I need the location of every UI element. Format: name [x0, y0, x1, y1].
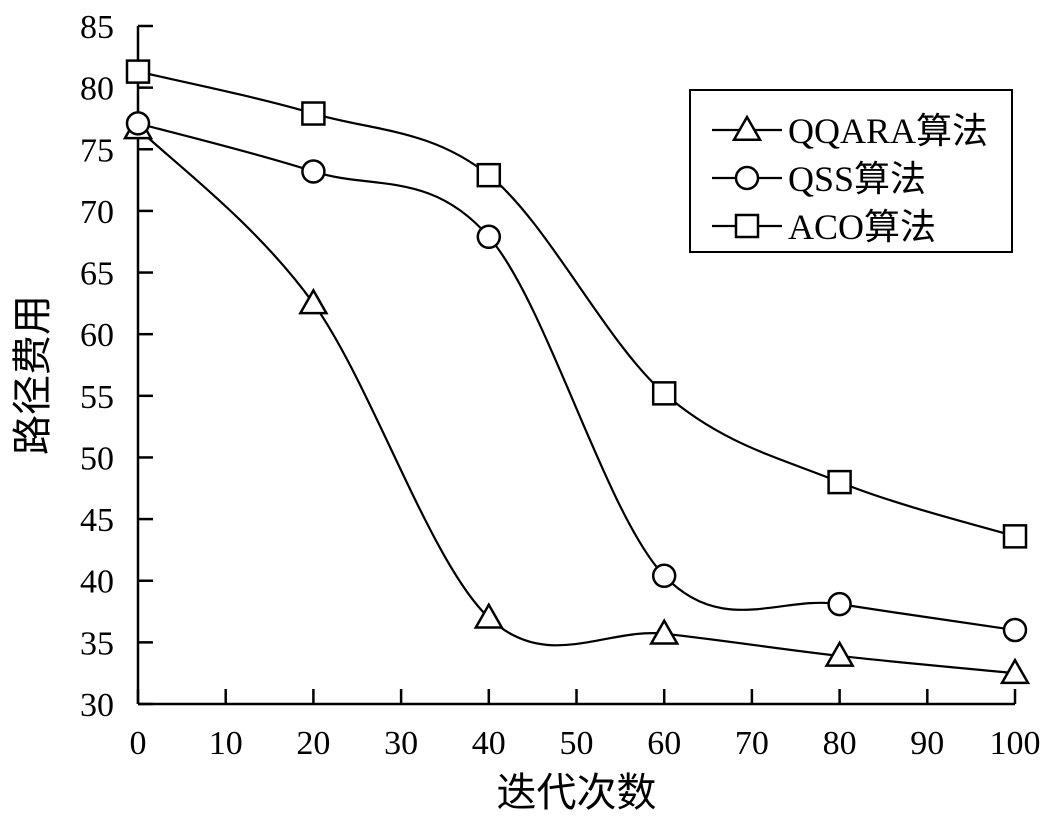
data-point-square	[476, 162, 502, 188]
y-axis-title: 路径费用	[10, 295, 55, 455]
legend-label: QQARA算法	[788, 111, 988, 151]
series-circle	[125, 111, 1028, 643]
x-tick-label: 50	[560, 725, 594, 762]
y-tick-label: 75	[80, 132, 114, 169]
data-point-triangle	[649, 618, 680, 645]
data-point-square	[301, 101, 326, 126]
legend-items: QQARA算法 QSS算法 ACO算法	[712, 111, 988, 247]
x-tick-label: 70	[735, 725, 769, 762]
data-point-triangle	[473, 602, 504, 629]
y-tick-label: 55	[80, 379, 114, 416]
data-point-circle	[827, 591, 852, 617]
data-point-circle	[301, 159, 326, 184]
legend-item: QQARA算法	[712, 111, 988, 151]
data-point-square	[827, 469, 852, 495]
legend-item: QSS算法	[712, 159, 926, 199]
legend-marker-square	[734, 213, 760, 239]
legend-marker-triangle	[731, 114, 763, 141]
x-tick-label: 0	[130, 725, 147, 762]
x-tick-label: 90	[910, 725, 944, 762]
x-tick-label: 60	[647, 725, 681, 762]
y-tick-label: 65	[80, 256, 114, 293]
legend-label: QSS算法	[788, 159, 926, 199]
x-axis-title: 迭代次数	[497, 770, 657, 815]
plot-area: 0 10 20 30 40 50 60 70 80 90 100 30 35 40 45 50 55 60 65 7…	[80, 9, 1041, 762]
data-point-triangle	[298, 287, 329, 315]
series-line	[137, 70, 1016, 538]
y-tick-label: 50	[80, 440, 114, 477]
legend-item: ACO算法	[712, 207, 936, 247]
y-tick-label: 85	[80, 9, 114, 46]
data-point-triangle	[999, 657, 1031, 685]
series-layer	[122, 59, 1031, 685]
x-tick-label: 30	[384, 725, 418, 762]
x-tick-label: 20	[296, 725, 330, 762]
data-point-square	[1002, 524, 1028, 549]
data-point-triangle	[824, 640, 855, 667]
x-tick-label: 10	[209, 725, 243, 762]
x-tick-label: 80	[823, 725, 857, 762]
series-square	[125, 59, 1028, 549]
legend-marker-circle	[734, 165, 760, 191]
data-point-circle	[125, 111, 151, 136]
data-point-circle	[651, 563, 677, 589]
y-tick-label: 60	[80, 317, 114, 354]
legend-label: ACO算法	[788, 207, 936, 247]
y-tick-label: 70	[80, 194, 114, 231]
legend: QQARA算法 QSS算法 ACO算法	[689, 89, 1013, 253]
x-tick-label: 100	[990, 725, 1041, 762]
y-tick-label: 80	[80, 71, 114, 108]
y-tick-label: 35	[80, 625, 114, 662]
data-point-square	[125, 59, 151, 84]
data-point-square	[651, 381, 677, 406]
y-tick-label: 40	[80, 564, 114, 601]
y-ticks: 30 35 40 45 50 55 60 65 70 75 80 85	[80, 9, 153, 724]
data-point-circle	[476, 224, 502, 250]
x-ticks: 0 10 20 30 40 50 60 70 80 90 100	[130, 689, 1041, 762]
x-tick-label: 40	[472, 725, 506, 762]
y-tick-label: 30	[80, 687, 114, 724]
data-point-circle	[1002, 617, 1028, 643]
y-tick-label: 45	[80, 502, 114, 539]
